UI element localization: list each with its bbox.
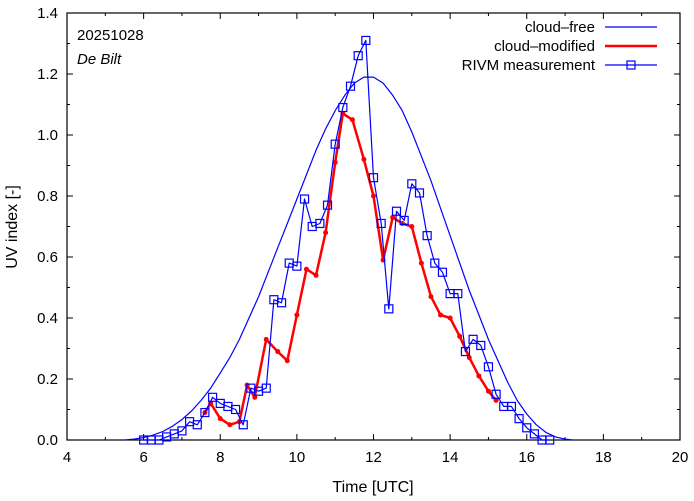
x-axis-title: Time [UTC]: [332, 479, 413, 496]
data-point-cloud-modified: [371, 193, 376, 199]
data-point-cloud-modified: [428, 294, 434, 300]
data-point-cloud-modified: [476, 373, 482, 379]
data-point-cloud-modified: [493, 397, 499, 403]
data-point-measurement: [353, 51, 363, 61]
y-tick-labels: 0.0 0.2 0.4 0.6 0.8 1.0 1.2 1.4: [37, 5, 58, 449]
legend-label-cloud-modified: cloud–modified: [494, 38, 595, 55]
data-point-measurement: [330, 139, 340, 149]
data-point-measurement: [476, 340, 486, 351]
data-point-measurement: [200, 407, 210, 418]
data-point-measurement: [276, 298, 287, 308]
data-point-measurement: [345, 81, 356, 91]
data-point-measurement: [453, 289, 463, 299]
legend-label-measurement: RIVM measurement: [462, 57, 596, 74]
data-point-measurement: [529, 429, 540, 439]
data-point-cloud-modified: [332, 159, 338, 165]
data-point-cloud-modified: [447, 315, 453, 321]
x-tick-label: 18: [595, 449, 612, 466]
data-point-cloud-modified: [263, 336, 269, 342]
data-point-measurement: [437, 267, 448, 277]
data-point-measurement: [192, 420, 202, 430]
x-tick-label: 6: [139, 449, 147, 466]
data-point-cloud-modified: [361, 156, 367, 162]
data-point-cloud-modified: [303, 266, 309, 272]
data-point-measurement: [468, 334, 478, 344]
series-line-cloud-modified: [203, 112, 498, 427]
data-point-measurement: [315, 218, 325, 229]
data-point-cloud-modified: [217, 416, 223, 422]
x-tick-label: 12: [365, 449, 382, 466]
y-tick-label: 0.8: [37, 188, 58, 205]
data-point-measurement: [391, 206, 402, 216]
data-point-measurement: [299, 194, 310, 204]
legend-label-cloud-free: cloud–free: [525, 19, 595, 36]
data-point-measurement: [261, 383, 271, 393]
data-point-measurement: [430, 258, 440, 268]
data-point-measurement: [483, 362, 494, 372]
data-point-measurement: [207, 392, 218, 402]
data-point-cloud-modified: [390, 214, 396, 220]
y-tick-label: 0.6: [37, 249, 58, 266]
data-point-measurement: [514, 414, 524, 424]
x-tick-label: 14: [442, 449, 459, 466]
data-point-measurement: [292, 261, 302, 271]
x-tick-label: 4: [63, 449, 71, 466]
y-tick-label: 1.2: [37, 66, 58, 83]
data-point-cloud-modified: [485, 388, 491, 394]
data-point-measurement: [376, 218, 386, 229]
series-layer: [124, 35, 573, 445]
data-point-cloud-modified: [409, 224, 415, 229]
data-point-measurement: [414, 188, 425, 198]
data-point-measurement: [491, 389, 501, 399]
data-point-cloud-modified: [466, 355, 472, 361]
y-tick-label: 0.4: [37, 310, 58, 327]
data-point-measurement: [384, 304, 394, 314]
date-annotation: 20251028: [77, 27, 144, 44]
legend: cloud–free cloud–modified RIVM measureme…: [462, 19, 657, 74]
x-tick-labels: 4 6 8 10 12 14 16 18 20: [63, 449, 689, 466]
data-point-measurement: [238, 420, 248, 430]
data-point-measurement: [177, 426, 187, 436]
legend-marker-measurement: [626, 60, 636, 70]
series-line-cloud-free: [124, 76, 573, 441]
data-point-measurement: [422, 231, 432, 241]
y-tick-label: 0.0: [37, 432, 58, 449]
y-axis-title: UV index [-]: [4, 185, 21, 269]
data-point-cloud-modified: [284, 358, 290, 364]
data-point-cloud-modified: [349, 117, 355, 123]
data-point-measurement: [545, 435, 555, 445]
y-tick-label: 1.4: [37, 5, 58, 22]
data-point-cloud-modified: [294, 312, 300, 318]
data-point-cloud-modified: [418, 260, 424, 266]
data-point-measurement: [522, 423, 532, 433]
data-point-measurement: [506, 401, 517, 412]
y-tick-label: 1.0: [37, 127, 58, 144]
x-tick-label: 16: [518, 449, 535, 466]
data-point-measurement: [230, 404, 241, 415]
data-point-measurement: [361, 35, 371, 46]
data-point-measurement: [399, 215, 409, 225]
x-tick-label: 10: [289, 449, 306, 466]
data-point-cloud-modified: [313, 272, 319, 278]
data-point-measurement: [338, 102, 348, 113]
data-point-measurement: [460, 346, 471, 357]
series-line-measurement: [143, 39, 550, 441]
y-tick-label: 0.2: [37, 371, 58, 388]
axis-ticks: [66, 12, 681, 441]
data-point-cloud-modified: [438, 312, 444, 318]
data-point-cloud-modified: [323, 230, 329, 236]
data-point-cloud-modified: [252, 394, 258, 400]
data-point-measurement: [407, 179, 417, 189]
location-annotation: De Bilt: [77, 51, 122, 68]
x-tick-label: 20: [672, 449, 689, 466]
data-point-measurement: [322, 200, 333, 210]
data-point-measurement: [368, 173, 379, 183]
data-point-cloud-modified: [227, 422, 233, 428]
data-point-cloud-modified: [457, 333, 463, 339]
data-point-cloud-modified: [275, 349, 281, 355]
x-tick-label: 8: [216, 449, 224, 466]
